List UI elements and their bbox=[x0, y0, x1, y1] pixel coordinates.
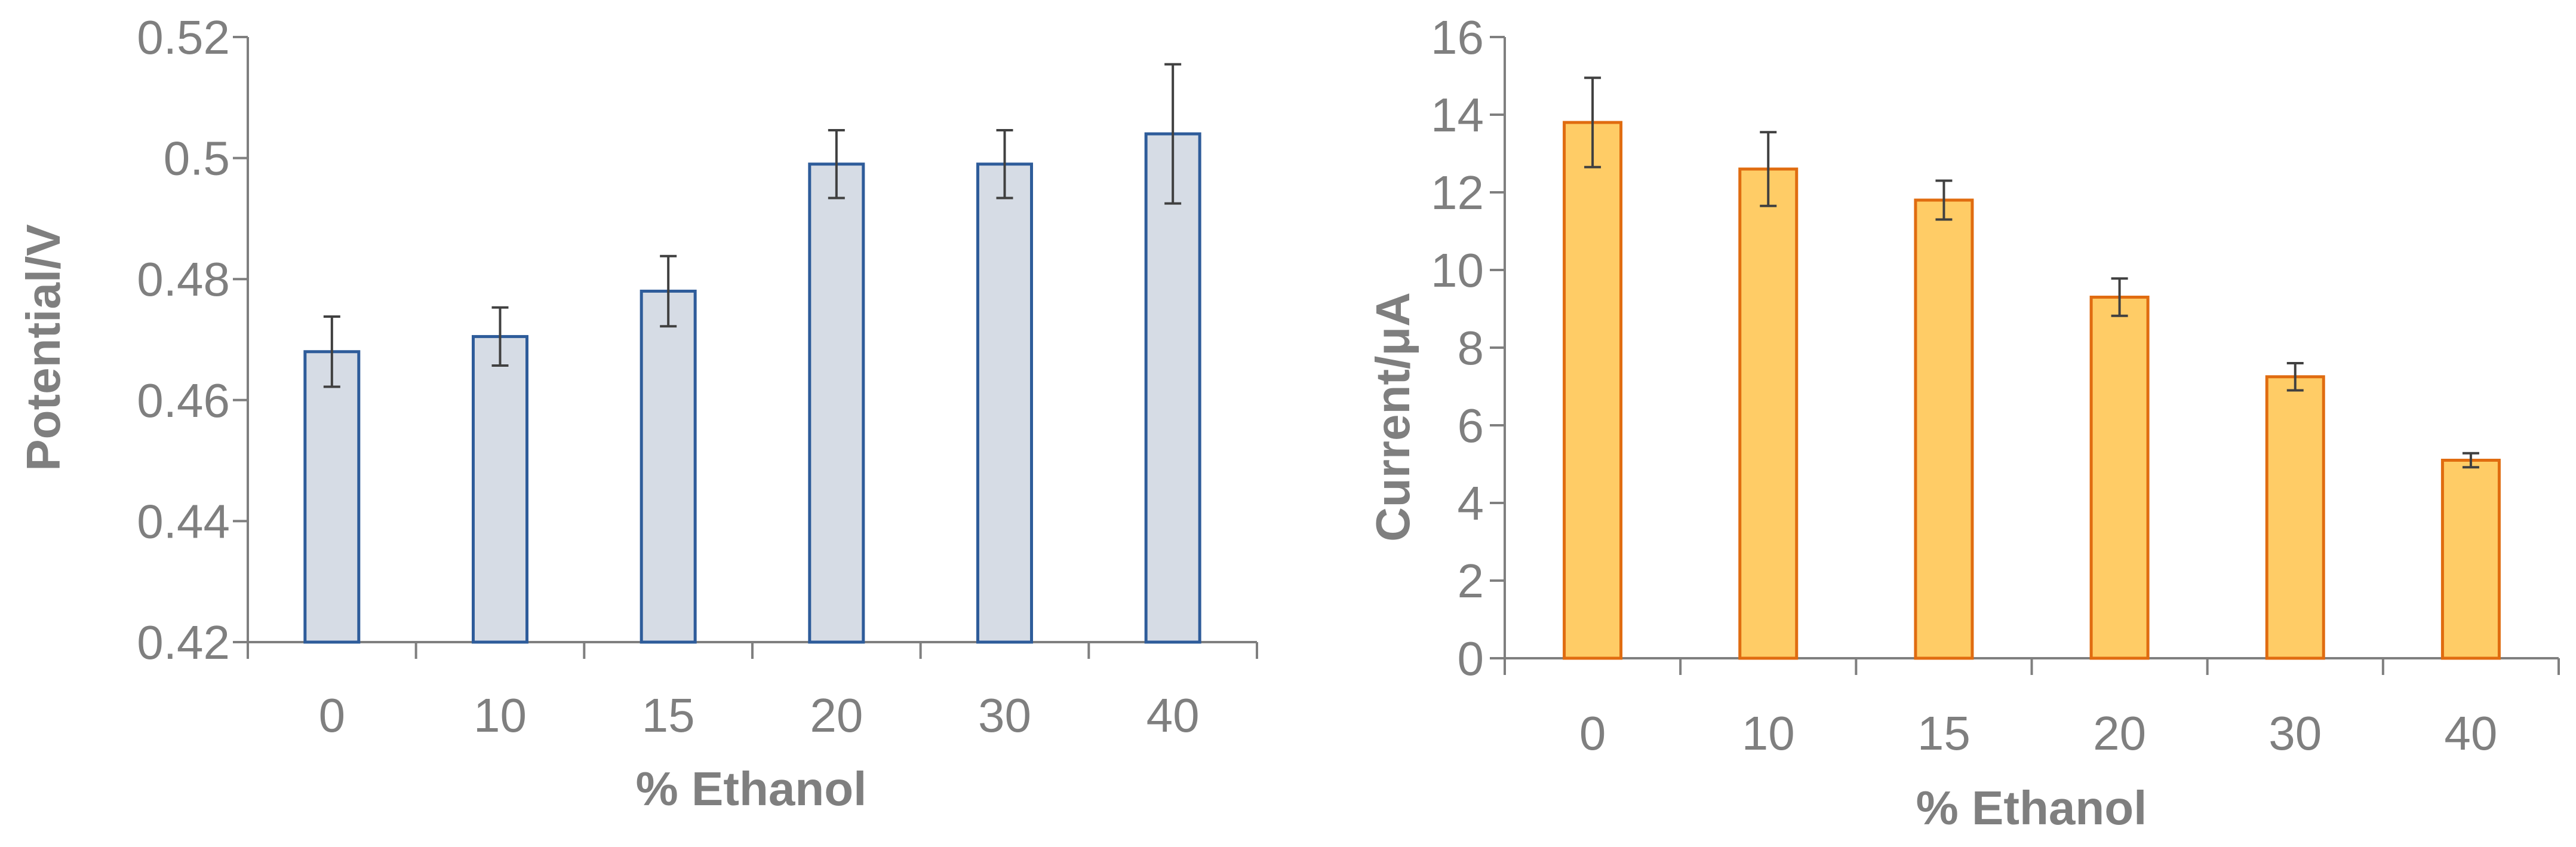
potential-y-tick-label: 0.46 bbox=[137, 374, 230, 427]
current-bar bbox=[2089, 296, 2150, 660]
potential-y-tick-label: 0.42 bbox=[137, 616, 230, 669]
potential-x-tick-label: 30 bbox=[978, 689, 1031, 742]
potential-bar bbox=[1144, 132, 1201, 644]
current-y-tick-label: 4 bbox=[1458, 477, 1484, 530]
potential-bar bbox=[808, 162, 865, 644]
potential-x-tick-label: 10 bbox=[474, 689, 527, 742]
potential-y-tick-label: 0.44 bbox=[137, 495, 230, 548]
potential-y-tick-label: 0.48 bbox=[137, 253, 230, 306]
potential-bar bbox=[472, 334, 528, 644]
potential-y-tick-label: 0.52 bbox=[137, 11, 230, 64]
potential-y-axis-title: Potential/V bbox=[17, 224, 70, 471]
current-x-tick-label: 30 bbox=[2268, 707, 2322, 760]
current-y-tick-label: 8 bbox=[1458, 321, 1484, 375]
current-x-tick-label: 0 bbox=[1579, 707, 1606, 760]
current-bar bbox=[1914, 198, 1974, 660]
potential-x-tick-label: 0 bbox=[319, 689, 346, 742]
potential-x-tick-label: 40 bbox=[1146, 689, 1200, 742]
potential-bar bbox=[303, 350, 361, 644]
current-bar bbox=[2440, 459, 2501, 660]
current-x-tick-label: 10 bbox=[1742, 707, 1795, 760]
current-bar bbox=[1738, 167, 1799, 660]
current-x-tick-label: 15 bbox=[1917, 707, 1971, 760]
potential-x-axis-title: % Ethanol bbox=[636, 762, 867, 815]
potential-bar bbox=[640, 289, 697, 644]
current-x-tick-label: 20 bbox=[2093, 707, 2146, 760]
current-bar bbox=[1563, 121, 1623, 660]
potential-bar bbox=[976, 162, 1033, 644]
current-chart: 0 2 4 6 8 10 12 14 16 0 10 15 20 30 40 Current/μA % Et… bbox=[1366, 11, 2560, 834]
current-y-axis-title: Current/μA bbox=[1366, 292, 1419, 542]
potential-x-tick-label: 15 bbox=[642, 689, 695, 742]
current-y-tick-label: 10 bbox=[1431, 244, 1484, 297]
current-x-tick-label: 40 bbox=[2444, 707, 2497, 760]
current-y-tick-label: 2 bbox=[1458, 554, 1484, 607]
potential-chart: 0.42 0.44 0.46 0.48 0.5 0.52 0 10 15 20 30 40 Poten… bbox=[17, 11, 1258, 815]
current-y-tick-label: 16 bbox=[1431, 11, 1484, 64]
potential-x-tick-label: 20 bbox=[810, 689, 863, 742]
current-x-axis-title: % Ethanol bbox=[1916, 781, 2147, 834]
current-y-tick-label: 6 bbox=[1458, 399, 1484, 452]
current-y-tick-label: 0 bbox=[1458, 632, 1484, 685]
current-bar bbox=[2265, 375, 2325, 660]
potential-y-tick-label: 0.5 bbox=[164, 132, 230, 185]
current-y-tick-label: 14 bbox=[1431, 88, 1484, 142]
current-y-tick-label: 12 bbox=[1431, 166, 1484, 219]
